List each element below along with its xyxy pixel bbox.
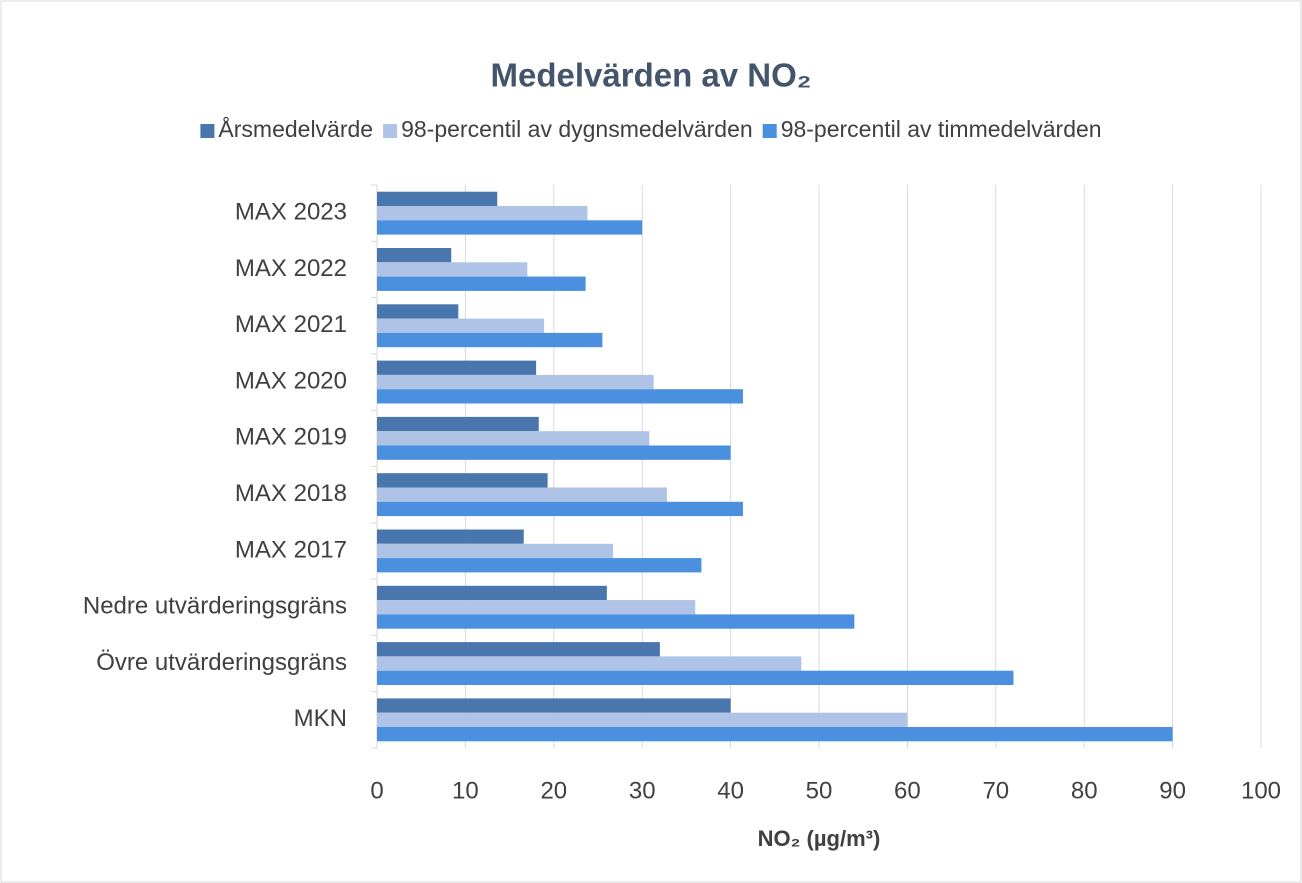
y-tick-label: MAX 2020 [235, 367, 347, 394]
bar [377, 558, 702, 573]
y-tick-label: MAX 2021 [235, 311, 347, 338]
x-tick-label: 50 [806, 777, 833, 804]
legend-label: 98-percentil av dygnsmedelvärden [401, 116, 753, 142]
bar [377, 318, 545, 333]
x-tick-label: 70 [982, 777, 1009, 804]
legend-label: Årsmedelvärde [218, 115, 373, 142]
bar [377, 248, 452, 263]
y-tick-label: MAX 2018 [235, 480, 347, 507]
y-tick-label: MAX 2017 [235, 536, 347, 563]
bar [377, 529, 524, 544]
bar [377, 698, 731, 713]
bar [377, 360, 537, 375]
x-tick-label: 30 [629, 777, 656, 804]
y-tick-label: MKN [294, 705, 347, 732]
x-tick-label: 60 [894, 777, 921, 804]
bar [377, 585, 607, 601]
x-tick-label: 40 [717, 777, 744, 804]
bar [377, 374, 654, 390]
y-tick-label: Övre utvärderingsgräns [96, 649, 347, 676]
bar [377, 191, 498, 206]
x-tick-label: 0 [370, 777, 383, 804]
bar [377, 487, 667, 502]
bar [377, 670, 1014, 685]
legend-swatch [200, 124, 215, 138]
bar [377, 501, 743, 517]
bar [377, 642, 660, 657]
bar [377, 543, 614, 559]
bar [377, 600, 696, 615]
bar [377, 727, 1173, 742]
bar [377, 389, 743, 404]
bar [377, 262, 528, 277]
bar [377, 206, 588, 221]
bar [377, 304, 459, 319]
bar [377, 416, 539, 432]
chart-title: Medelvärden av NO₂ [491, 57, 812, 94]
bar [377, 220, 643, 235]
bar [377, 656, 802, 671]
x-axis-title: NO₂ (µg/m³) [758, 826, 881, 851]
bar [377, 276, 586, 291]
x-tick-label: 100 [1241, 777, 1281, 804]
y-tick-label: Nedre utvärderingsgräns [83, 593, 347, 620]
x-tick-label: 10 [452, 777, 479, 804]
legend-swatch [383, 124, 398, 138]
legend-label: 98-percentil av timmedelvärden [781, 116, 1102, 142]
y-tick-label: MAX 2023 [235, 198, 347, 225]
y-tick-label: MAX 2019 [235, 424, 347, 451]
x-tick-label: 20 [540, 777, 567, 804]
bar [377, 473, 548, 488]
bar [377, 332, 603, 348]
legend-swatch [762, 124, 777, 138]
bar [377, 445, 731, 460]
x-tick-label: 80 [1071, 777, 1098, 804]
x-tick-label: 90 [1159, 777, 1186, 804]
y-tick-label: MAX 2022 [235, 255, 347, 282]
bar [377, 431, 650, 446]
bar [377, 614, 855, 629]
bar [377, 712, 908, 727]
